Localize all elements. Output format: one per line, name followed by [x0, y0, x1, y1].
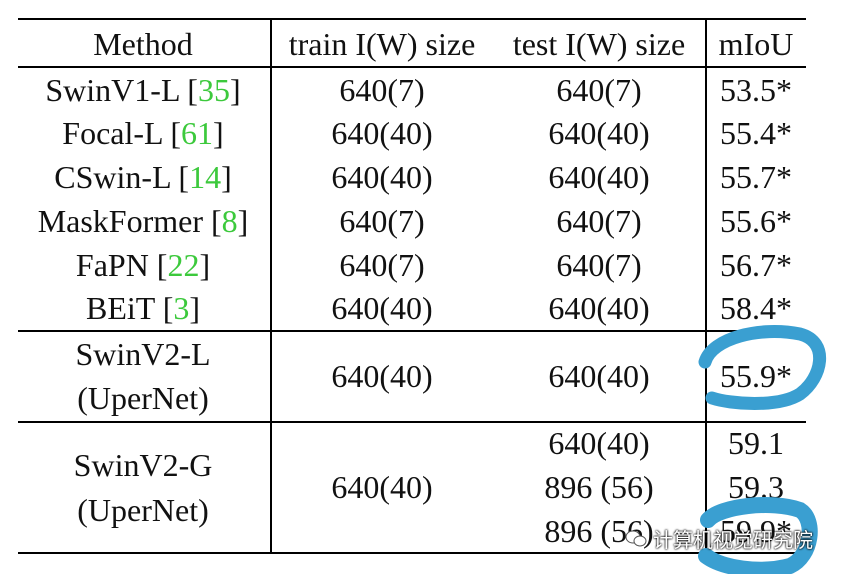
miou-cell: 55.7*: [720, 159, 792, 195]
miou-cell: 55.9*: [720, 358, 792, 394]
miou-cell: 58.4*: [720, 290, 792, 326]
method-cell-swinv2-l: SwinV2-L: [75, 336, 211, 372]
citation-link[interactable]: 8: [221, 203, 238, 239]
train-size-cell: 640(40): [331, 290, 433, 326]
method-cell-swinv2-g: SwinV2-G: [73, 447, 213, 483]
miou-cell: 53.5*: [720, 72, 792, 108]
miou-cell: 56.7*: [720, 247, 792, 283]
header-rule: [18, 66, 806, 68]
header-test-size: test I(W) size: [512, 26, 686, 62]
train-size-cell: 640(40): [331, 115, 433, 151]
test-size-cell: 640(40): [548, 290, 650, 326]
citation-link[interactable]: 61: [181, 115, 214, 151]
test-size-cell: 640(7): [556, 247, 642, 283]
test-size-cell: 640(7): [556, 203, 642, 239]
header-method: Method: [93, 26, 193, 62]
watermark: 计算机视觉研究院: [625, 524, 813, 553]
test-size-cell: 640(40): [548, 115, 650, 151]
miou-cell: 59.3: [728, 469, 784, 505]
group-rule-2: [18, 421, 806, 423]
wechat-icon: [625, 530, 647, 546]
test-size-cell: 640(40): [548, 159, 650, 195]
citation-link[interactable]: 3: [173, 290, 190, 326]
method-cell: BEiT [3]: [85, 290, 201, 326]
top-rule: [18, 18, 806, 20]
test-size-cell: 640(40): [548, 358, 650, 394]
citation-link[interactable]: 22: [167, 247, 200, 283]
method-cell: Focal-L [61]: [62, 115, 224, 151]
train-size-cell: 640(40): [331, 159, 433, 195]
method-cell-swinv2-g-sub: (UperNet): [77, 492, 209, 528]
method-cell: MaskFormer [8]: [37, 203, 249, 239]
bottom-rule: [18, 552, 806, 554]
method-cell: SwinV1-L [35]: [45, 72, 241, 108]
citation-link[interactable]: 14: [189, 159, 222, 195]
train-size-cell: 640(7): [339, 203, 425, 239]
column-divider-2: [705, 18, 707, 554]
miou-cell: 55.4*: [720, 115, 792, 151]
method-cell: CSwin-L [14]: [54, 159, 232, 195]
miou-cell: 59.1: [728, 425, 784, 461]
train-size-cell: 640(40): [331, 358, 433, 394]
column-divider-1: [270, 18, 272, 554]
citation-link[interactable]: 35: [197, 72, 230, 108]
group-rule-1: [18, 330, 806, 332]
test-size-cell: 640(7): [556, 72, 642, 108]
test-size-cell: 896 (56): [544, 469, 654, 505]
watermark-text: 计算机视觉研究院: [653, 528, 813, 552]
header-miou: mIoU: [718, 26, 794, 62]
test-size-cell: 640(40): [548, 425, 650, 461]
train-size-cell: 640(7): [339, 72, 425, 108]
miou-cell: 55.6*: [720, 203, 792, 239]
train-size-cell: 640(40): [331, 469, 433, 505]
method-cell: FaPN [22]: [75, 247, 211, 283]
train-size-cell: 640(7): [339, 247, 425, 283]
method-cell-swinv2-l-sub: (UperNet): [77, 380, 209, 416]
header-train-size: train I(W) size: [288, 26, 476, 62]
